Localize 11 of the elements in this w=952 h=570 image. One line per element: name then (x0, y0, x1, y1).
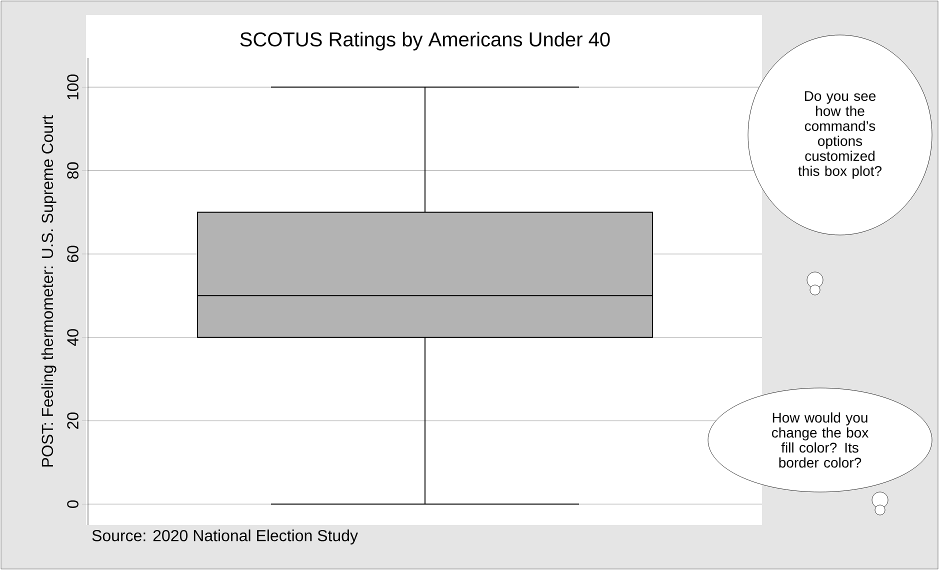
text: How would you change the box fill color? Its border color? (772, 412, 868, 468)
y-axis-title: POST: Feeling thermometer: U.S. Supreme Court (41, 115, 56, 467)
y-tick-label: 60 (67, 246, 78, 262)
y-tick-label: 80 (67, 162, 78, 179)
y-tick-label: 0 (67, 500, 78, 508)
y-tick-label: 100 (67, 74, 78, 100)
y-tick-label: 20 (67, 412, 78, 429)
y-tick-label: 40 (67, 329, 78, 346)
text: Do you see how the command’s options customized this box plot? (798, 91, 882, 179)
source-note: Source: 2020 National Election Study (92, 530, 358, 544)
chart-title: SCOTUS Ratings by Americans Under 40 (240, 32, 610, 50)
